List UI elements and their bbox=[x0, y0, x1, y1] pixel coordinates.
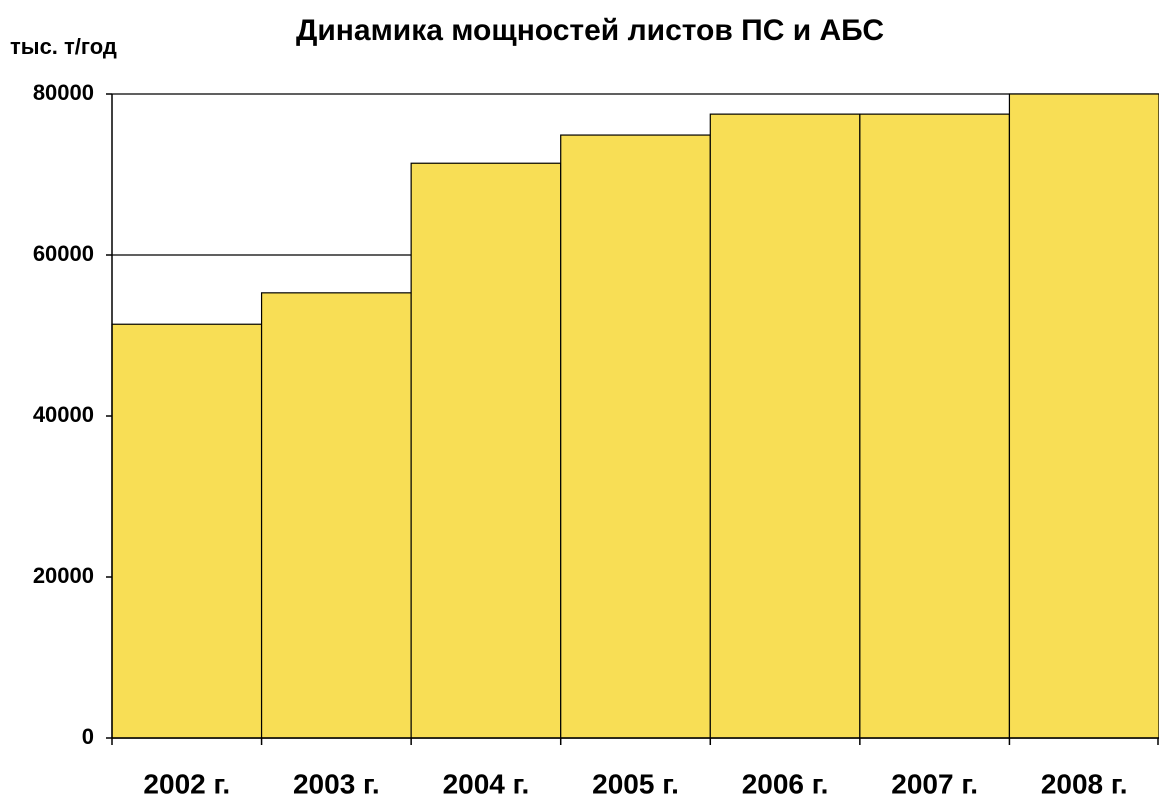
bar bbox=[709, 113, 861, 739]
x-tick-label: 2003 г. bbox=[293, 768, 380, 799]
bar bbox=[1008, 93, 1159, 739]
bar bbox=[859, 113, 1011, 739]
y-tick-label: 0 bbox=[82, 724, 94, 749]
bar bbox=[260, 292, 412, 739]
x-tick-label: 2008 г. bbox=[1041, 768, 1128, 799]
bar bbox=[560, 134, 711, 739]
x-tick-label: 2005 г. bbox=[592, 768, 679, 799]
y-tick-label: 60000 bbox=[33, 241, 94, 266]
x-tick-label: 2004 г. bbox=[443, 768, 530, 799]
y-axis-label: тыс. т/год bbox=[10, 34, 117, 59]
chart-title: Динамика мощностей листов ПС и АБС bbox=[296, 14, 884, 47]
bar bbox=[111, 323, 263, 739]
bar bbox=[410, 162, 562, 739]
x-tick-label: 2007 г. bbox=[891, 768, 978, 799]
x-tick-label: 2002 г. bbox=[143, 768, 230, 799]
y-tick-label: 40000 bbox=[33, 402, 94, 427]
y-tick-label: 80000 bbox=[33, 80, 94, 105]
x-tick-label: 2006 г. bbox=[742, 768, 829, 799]
y-tick-label: 20000 bbox=[33, 563, 94, 588]
